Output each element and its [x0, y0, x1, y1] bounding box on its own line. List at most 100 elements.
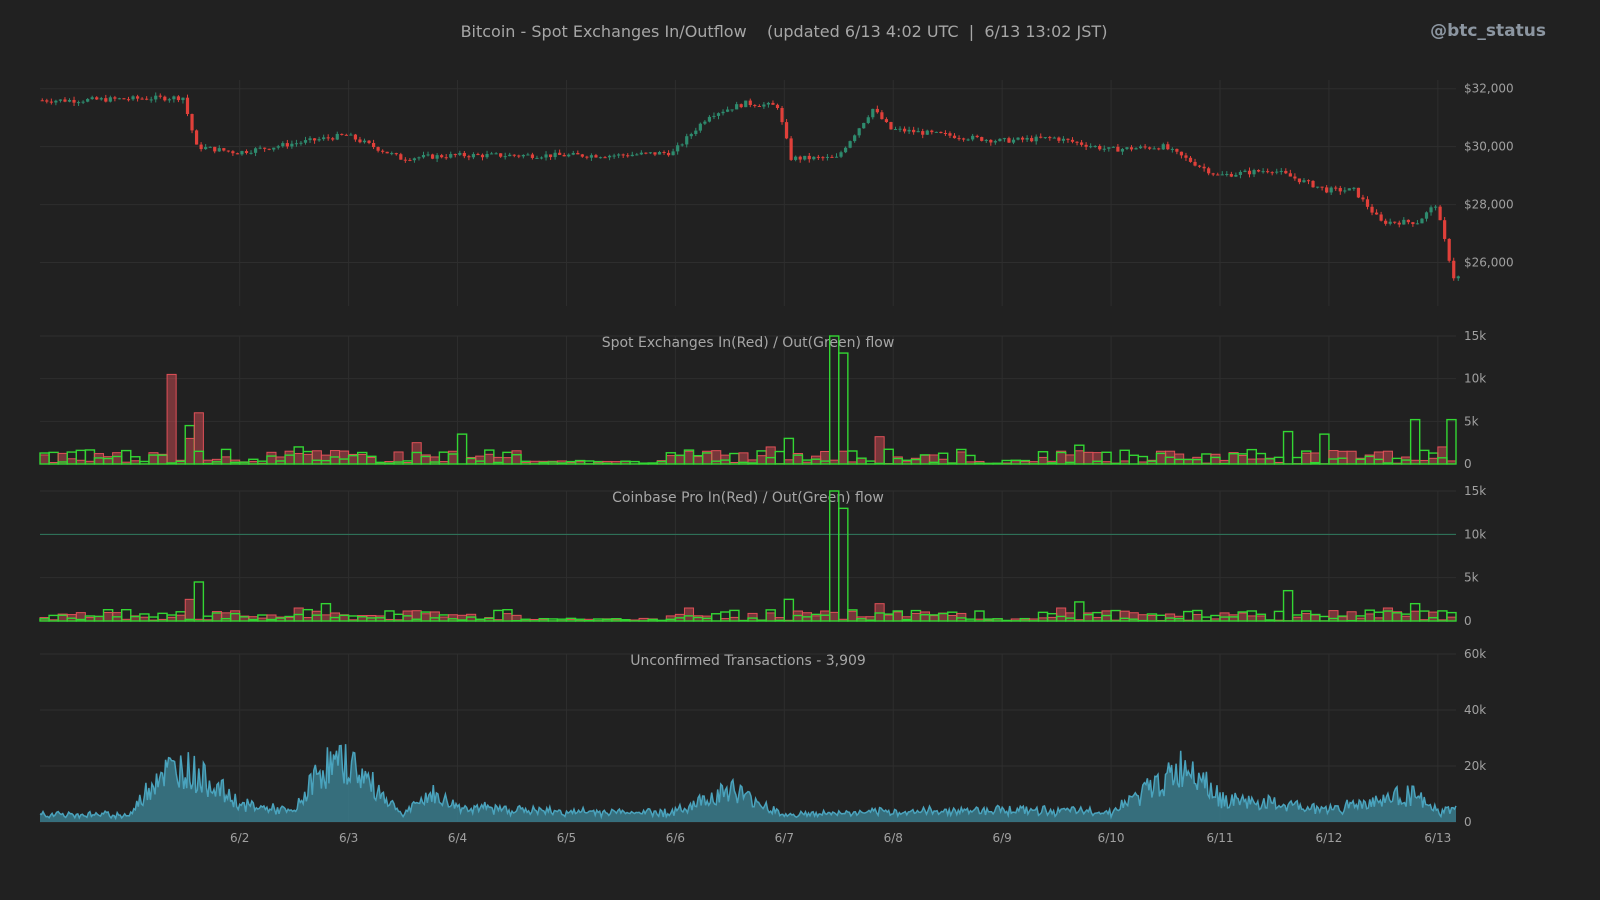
inflow-bar: [1237, 454, 1248, 465]
candle-body: [921, 131, 925, 135]
candle-body: [535, 157, 539, 159]
y-tick-label: 40k: [1464, 703, 1486, 717]
candle-body: [58, 99, 63, 101]
outflow-bar: [193, 450, 205, 465]
candle-body: [317, 139, 321, 141]
inflow-bar: [811, 455, 822, 465]
outflow-bar: [656, 619, 668, 622]
candle-body: [231, 151, 235, 154]
outflow-bar: [547, 618, 559, 622]
candle-body: [131, 96, 135, 100]
candle-body: [1374, 212, 1379, 215]
y-tick-label: 5k: [1464, 571, 1479, 585]
candle-body: [67, 99, 72, 102]
outflow-bar: [602, 462, 613, 465]
inflow-bar: [112, 452, 123, 465]
candle-body: [998, 138, 1002, 142]
outflow-bar: [1128, 454, 1140, 465]
candle-body: [172, 96, 176, 100]
candle-body: [471, 154, 476, 158]
candle-body: [580, 154, 584, 157]
candle-body: [353, 134, 358, 140]
outflow-bar: [729, 609, 740, 622]
outflow-bar: [139, 460, 150, 465]
y-tick-label: 60k: [1464, 647, 1486, 661]
candle-body: [1370, 206, 1374, 213]
candle-body: [40, 100, 44, 102]
candle-body: [1438, 206, 1442, 221]
outflow-bar: [193, 581, 205, 622]
candle-body: [240, 151, 244, 155]
candle-body: [499, 153, 503, 157]
candle-body: [784, 122, 789, 139]
outflow-bar: [937, 452, 949, 465]
candle-body: [476, 154, 480, 156]
candle-body: [1211, 173, 1215, 175]
candle-body: [775, 104, 780, 109]
candle-body: [880, 112, 884, 120]
candle-body: [1052, 137, 1056, 139]
y-tick-label: 15k: [1464, 329, 1486, 343]
inflow-bar: [1255, 615, 1266, 622]
y-tick-label: 0: [1464, 815, 1472, 829]
inflow-bar: [293, 453, 304, 465]
candle-body: [1161, 144, 1165, 150]
outflow-bar: [747, 462, 758, 465]
outflow-bar: [783, 598, 795, 622]
outflow-bar: [647, 462, 658, 465]
candle-body: [213, 146, 217, 152]
candle-body: [267, 148, 271, 150]
candle-body: [1179, 151, 1184, 156]
candle-body: [834, 156, 839, 158]
candle-body: [1388, 221, 1392, 224]
candle-body: [626, 155, 630, 157]
candle-body: [526, 154, 530, 156]
candle-body: [993, 141, 997, 143]
candle-body: [1175, 148, 1179, 152]
inflow-bar: [765, 446, 776, 465]
candle-body: [567, 154, 571, 157]
candle-body: [930, 130, 934, 133]
candle-body: [122, 98, 126, 100]
candle-body: [371, 142, 376, 148]
candle-body: [489, 153, 494, 155]
outflow-bar: [828, 335, 840, 465]
inflow-bar: [1301, 613, 1312, 622]
candle-body: [1266, 171, 1270, 173]
outflow-bar: [166, 462, 177, 465]
inflow-bar: [221, 612, 232, 622]
inflow-bar: [956, 612, 967, 622]
candle-body: [585, 156, 589, 158]
candle-body: [780, 108, 784, 123]
candle-body: [1166, 144, 1170, 150]
candle-body: [1311, 180, 1315, 188]
inflow-bar: [320, 454, 331, 465]
inflow-bar: [1246, 615, 1257, 622]
candle-body: [1202, 166, 1206, 169]
candle-body: [961, 138, 966, 140]
candle-body: [135, 96, 140, 99]
candle-body: [335, 133, 339, 140]
outflow-bar: [828, 490, 840, 622]
outflow-bar: [1319, 615, 1330, 622]
inflow-bar: [66, 458, 77, 465]
panel-title: Spot Exchanges In(Red) / Out(Green) flow: [602, 335, 895, 351]
inflow-bar: [765, 612, 776, 622]
candle-body: [1007, 138, 1011, 143]
outflow-bar: [847, 609, 858, 622]
inflow-bar: [1328, 450, 1339, 465]
panel-title: Coinbase Pro In(Red) / Out(Green) flow: [612, 490, 884, 506]
candle-body: [322, 137, 326, 140]
candle-body: [1197, 165, 1202, 167]
candle-body: [843, 147, 848, 153]
candle-body: [1306, 180, 1311, 182]
candle-body: [1284, 170, 1288, 174]
candle-body: [866, 117, 870, 123]
inflow-bar: [1328, 610, 1339, 622]
inflow-bar: [1228, 614, 1239, 622]
candle-body: [235, 153, 240, 155]
candle-body: [680, 144, 684, 146]
inflow-bar: [230, 610, 241, 622]
candle-body: [1011, 139, 1016, 143]
candle-body: [739, 104, 743, 108]
